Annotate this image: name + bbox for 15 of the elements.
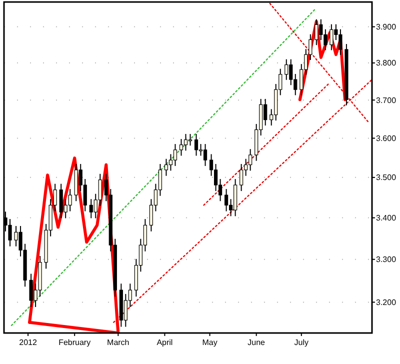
x-tick-label: June [248,338,266,347]
x-tick-label: March [107,338,130,347]
y-tick-label: 3.300 [376,255,397,264]
y-tick-label: 3.400 [376,214,397,223]
x-tick-label: 2012 [19,338,38,347]
x-tick-label: July [294,338,309,347]
x-tick-label: April [156,338,173,347]
y-tick-label: 3.600 [376,134,397,144]
x-tick-label: February [58,338,91,347]
x-tick-label: May [202,338,218,347]
y-tick-label: 3.500 [376,173,397,182]
y-tick-label: 3.900 [376,22,397,32]
y-tick-label: 3.800 [376,58,397,68]
y-tick-label: 3.200 [376,298,397,308]
y-tick-label: 3.700 [376,96,397,105]
